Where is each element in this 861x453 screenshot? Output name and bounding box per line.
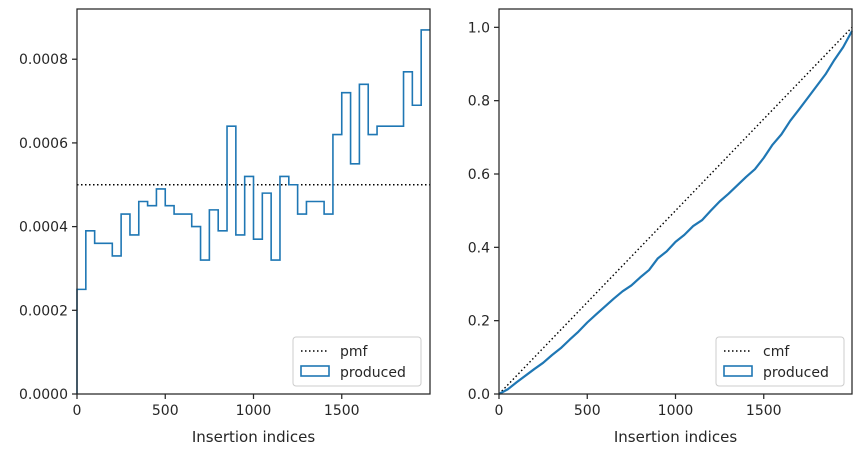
legend-frame [715, 336, 845, 387]
x-tick-label: 1000 [658, 403, 694, 419]
y-tick-label: 0.6 [468, 167, 490, 183]
legend-produced-swatch [723, 365, 753, 377]
legend-reference-label: pmf [340, 344, 369, 360]
legend: pmf produced [292, 336, 422, 387]
x-tick-label: 0 [73, 403, 82, 419]
legend-frame [292, 336, 422, 387]
x-tick-label: 1500 [324, 403, 360, 419]
y-tick-label: 1.0 [468, 20, 490, 36]
x-tick-label: 1500 [746, 403, 782, 419]
cmf-reference-line [498, 26, 853, 395]
y-tick-label: 0.8 [468, 94, 490, 110]
x-axis-label: Insertion indices [614, 428, 737, 446]
axes-frame [498, 8, 853, 395]
y-tick-label: 0.0008 [19, 52, 68, 68]
legend-reference-label: cmf [763, 344, 790, 360]
y-tick-label: 0.0004 [19, 220, 68, 236]
produced-histogram-step-line [76, 29, 430, 394]
x-axis-label: Insertion indices [192, 428, 315, 446]
y-tick-label: 0.0006 [19, 136, 68, 152]
produced-cumulative-line [498, 30, 853, 395]
legend: cmf produced [715, 336, 845, 387]
x-tick-label: 500 [574, 403, 601, 419]
y-tick-label: 0.2 [468, 314, 490, 330]
legend-produced-label: produced [763, 365, 829, 381]
y-tick-label: 0.4 [468, 240, 490, 256]
x-tick-label: 0 [495, 403, 504, 419]
x-tick-label: 1000 [236, 403, 272, 419]
legend-produced-label: produced [340, 365, 406, 381]
y-tick-label: 0.0002 [19, 303, 68, 319]
y-tick-label: 0.0000 [19, 387, 68, 403]
cmf-cumulative-panel: 0 500 1000 1500 0.0 0.2 0.4 0.6 0.8 1.0 Insertion … [468, 8, 853, 446]
pmf-histogram-panel: 0 500 1000 1500 0.0000 0.0002 0.0004 0.0006 0.00… [19, 8, 431, 446]
x-tick-label: 500 [152, 403, 179, 419]
y-tick-label: 0.0 [468, 387, 490, 403]
legend-produced-swatch [300, 365, 330, 377]
